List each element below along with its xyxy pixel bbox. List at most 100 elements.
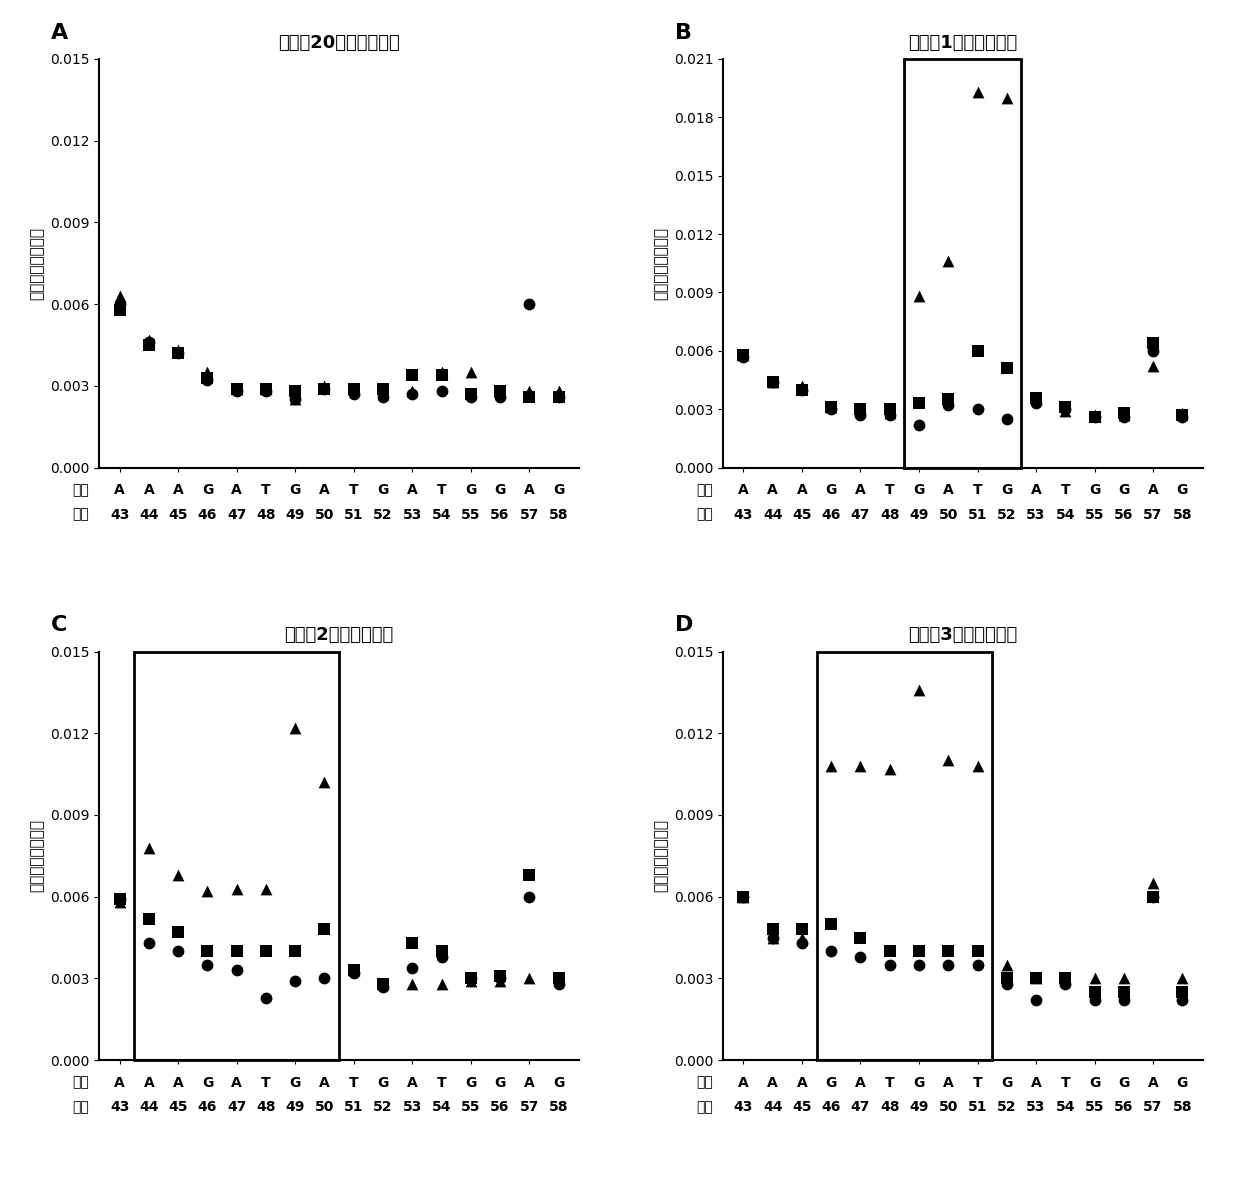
- Text: 51: 51: [343, 508, 363, 522]
- Text: T: T: [885, 483, 894, 497]
- Text: 46: 46: [822, 1100, 841, 1114]
- Text: G: G: [914, 1076, 925, 1090]
- Point: [763, 372, 782, 391]
- Text: T: T: [1060, 1076, 1070, 1090]
- Point: [402, 382, 422, 401]
- Point: [939, 390, 959, 409]
- Point: [1085, 969, 1105, 988]
- Text: A: A: [1148, 1076, 1158, 1090]
- Point: [373, 974, 393, 993]
- Point: [255, 379, 275, 398]
- Point: [997, 359, 1017, 378]
- Point: [139, 333, 159, 352]
- Text: 52: 52: [373, 1100, 393, 1114]
- Point: [548, 969, 568, 988]
- Point: [227, 382, 247, 401]
- Point: [997, 88, 1017, 107]
- Title: 待测组1样本测序数据: 待测组1样本测序数据: [908, 34, 1018, 52]
- Point: [967, 955, 987, 974]
- Point: [548, 382, 568, 401]
- Point: [169, 344, 188, 363]
- Text: A: A: [172, 483, 184, 497]
- Point: [197, 955, 217, 974]
- Text: 57: 57: [520, 1100, 539, 1114]
- Text: 55: 55: [1085, 508, 1105, 522]
- Text: A: A: [942, 1076, 954, 1090]
- Point: [792, 920, 812, 939]
- Text: 47: 47: [851, 1100, 870, 1114]
- Point: [1114, 982, 1133, 1001]
- Point: [520, 294, 539, 313]
- Point: [255, 879, 275, 898]
- Point: [110, 286, 130, 305]
- Point: [1027, 390, 1047, 409]
- Text: 56: 56: [1114, 1100, 1133, 1114]
- Text: 57: 57: [1143, 508, 1163, 522]
- Text: 49: 49: [909, 508, 929, 522]
- Text: 位置: 位置: [72, 508, 89, 522]
- Point: [763, 928, 782, 947]
- Point: [139, 909, 159, 928]
- Point: [1085, 405, 1105, 424]
- Text: 48: 48: [257, 1100, 275, 1114]
- Y-axis label: 变异核苷酸总频率: 变异核苷酸总频率: [30, 820, 45, 893]
- Text: 序列: 序列: [72, 1076, 89, 1090]
- Point: [373, 978, 393, 997]
- Point: [763, 372, 782, 391]
- Bar: [817, 651, 992, 1060]
- Point: [909, 416, 929, 435]
- Point: [792, 928, 812, 947]
- Point: [821, 756, 841, 775]
- Point: [1027, 991, 1047, 1010]
- Point: [461, 969, 481, 988]
- Point: [343, 961, 363, 980]
- Point: [315, 969, 335, 988]
- Y-axis label: 变异核苷酸总频率: 变异核苷酸总频率: [653, 226, 668, 299]
- Text: 43: 43: [110, 508, 129, 522]
- Text: A: A: [172, 1076, 184, 1090]
- Point: [1143, 874, 1163, 893]
- Point: [734, 887, 754, 906]
- Text: G: G: [1089, 483, 1100, 497]
- Point: [285, 972, 305, 991]
- Point: [490, 972, 510, 991]
- Point: [1055, 969, 1075, 988]
- Text: G: G: [465, 1076, 476, 1090]
- Text: T: T: [262, 483, 270, 497]
- Text: 55: 55: [461, 508, 481, 522]
- Text: 52: 52: [997, 1100, 1017, 1114]
- Point: [1114, 405, 1133, 424]
- Text: 58: 58: [1173, 508, 1192, 522]
- Point: [285, 941, 305, 960]
- Point: [110, 893, 130, 912]
- Point: [490, 966, 510, 985]
- Title: 待测组2样本测序数据: 待测组2样本测序数据: [284, 627, 394, 644]
- Text: 57: 57: [520, 508, 539, 522]
- Point: [792, 380, 812, 399]
- Text: 48: 48: [880, 1100, 899, 1114]
- Point: [1172, 404, 1192, 423]
- Point: [343, 961, 363, 980]
- Point: [880, 399, 900, 418]
- Text: A: A: [768, 1076, 777, 1090]
- Text: G: G: [1118, 483, 1130, 497]
- Point: [821, 914, 841, 933]
- Point: [1114, 969, 1133, 988]
- Text: 位置: 位置: [696, 508, 713, 522]
- Text: 46: 46: [822, 508, 841, 522]
- Text: 45: 45: [169, 508, 188, 522]
- Point: [402, 365, 422, 384]
- Point: [255, 941, 275, 960]
- Point: [939, 955, 959, 974]
- Text: 47: 47: [851, 508, 870, 522]
- Point: [851, 756, 870, 775]
- Text: G: G: [495, 1076, 506, 1090]
- Point: [792, 934, 812, 953]
- Point: [110, 891, 130, 909]
- Text: 50: 50: [315, 1100, 334, 1114]
- Text: G: G: [553, 483, 564, 497]
- Point: [285, 719, 305, 737]
- Point: [490, 382, 510, 401]
- Point: [1055, 402, 1075, 421]
- Point: [734, 345, 754, 364]
